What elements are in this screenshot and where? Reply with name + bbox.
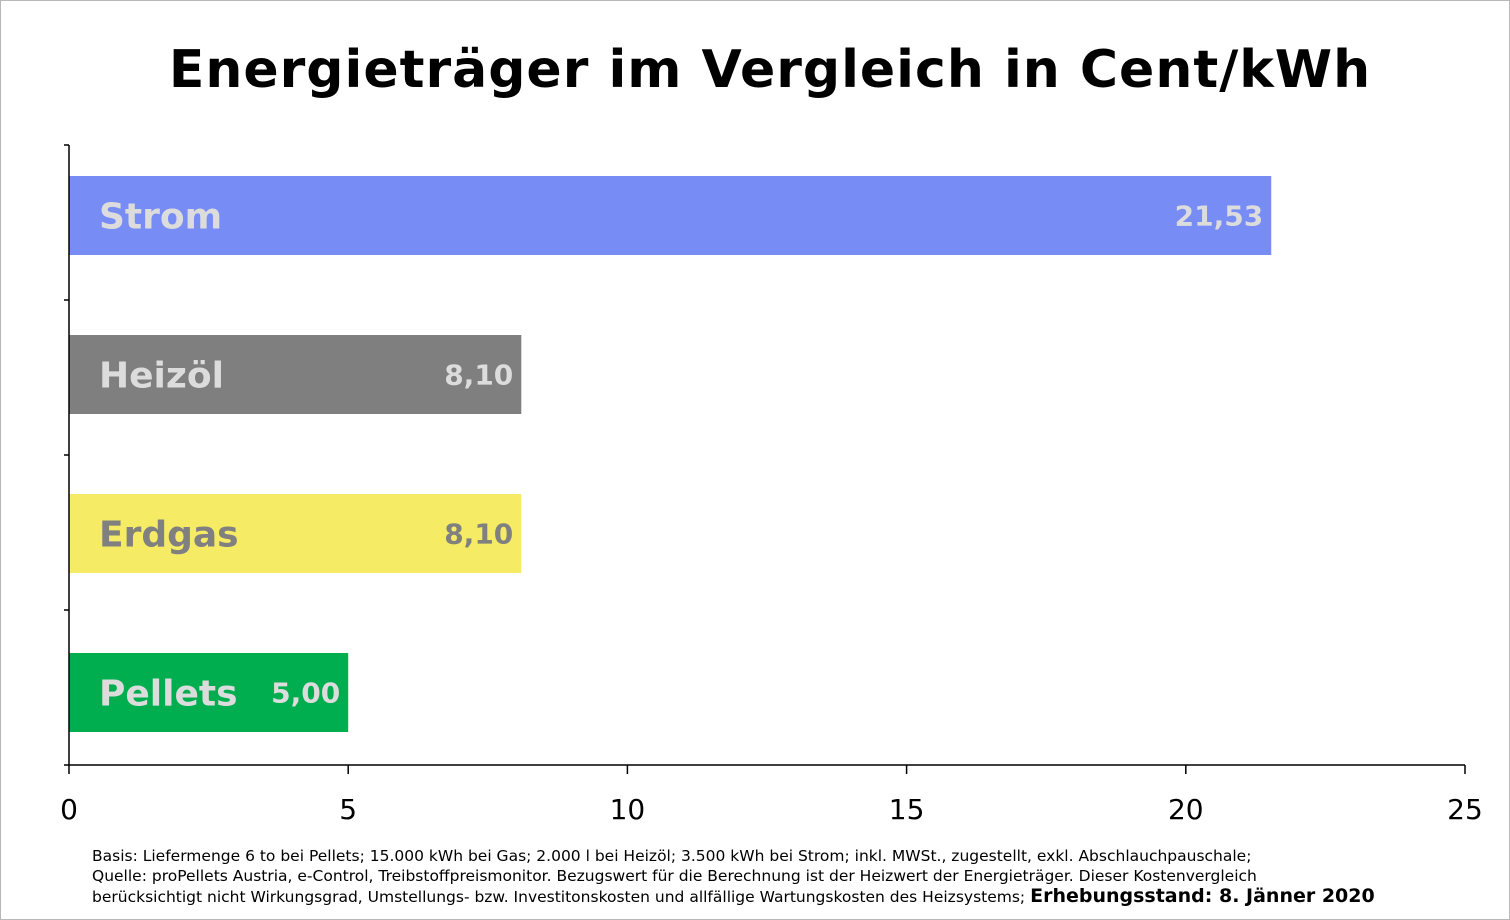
axes-layer: 0 5 10 15 20 25 (60, 144, 1483, 826)
footnote: Basis: Liefermenge 6 to bei Pellets; 15.… (92, 846, 1502, 907)
x-tick-label-5: 5 (339, 793, 357, 826)
bar-heiz-l (69, 335, 522, 414)
data-label-strom: 21,53 (1175, 200, 1264, 233)
footnote-source: Quelle: proPellets Austria, e-Control, T… (92, 867, 1257, 885)
bar-strom (69, 176, 1272, 255)
x-tick-label-0: 0 (60, 793, 78, 826)
x-tick-label-10: 10 (610, 793, 646, 826)
data-label-pellets: 5,00 (271, 677, 340, 710)
category-label-heiz-l: Heizöl (99, 356, 224, 397)
category-label-strom: Strom (99, 197, 222, 238)
footnote-basis: Basis: Liefermenge 6 to bei Pellets; 15.… (92, 847, 1252, 865)
data-label-erdgas: 8,10 (444, 518, 513, 551)
footnote-disclaimer: berücksichtigt nicht Wirkungsgrad, Umste… (92, 888, 1026, 906)
category-label-erdgas: Erdgas (99, 515, 239, 556)
x-tick-label-25: 25 (1447, 793, 1483, 826)
x-tick-label-15: 15 (889, 793, 925, 826)
bars-layer: Strom 21,53 Heizöl 8,10 Erdgas 8,10 Pellets 5,0… (69, 176, 1272, 732)
chart-title: Energieträger im Vergleich in Cent/kWh (168, 40, 1372, 100)
data-label-heiz-l: 8,10 (444, 359, 513, 392)
footnote-disclaimer-line: berücksichtigt nicht Wirkungsgrad, Umste… (92, 886, 1502, 907)
bar-pellets (69, 653, 349, 732)
bar-erdgas (69, 494, 522, 573)
survey-date: Erhebungsstand: 8. Jänner 2020 (1030, 885, 1375, 907)
bar-chart: Strom 21,53 Heizöl 8,10 Erdgas 8,10 Pellets 5,0… (60, 144, 1483, 826)
category-label-pellets: Pellets (99, 674, 238, 715)
x-tick-label-20: 20 (1168, 793, 1204, 826)
